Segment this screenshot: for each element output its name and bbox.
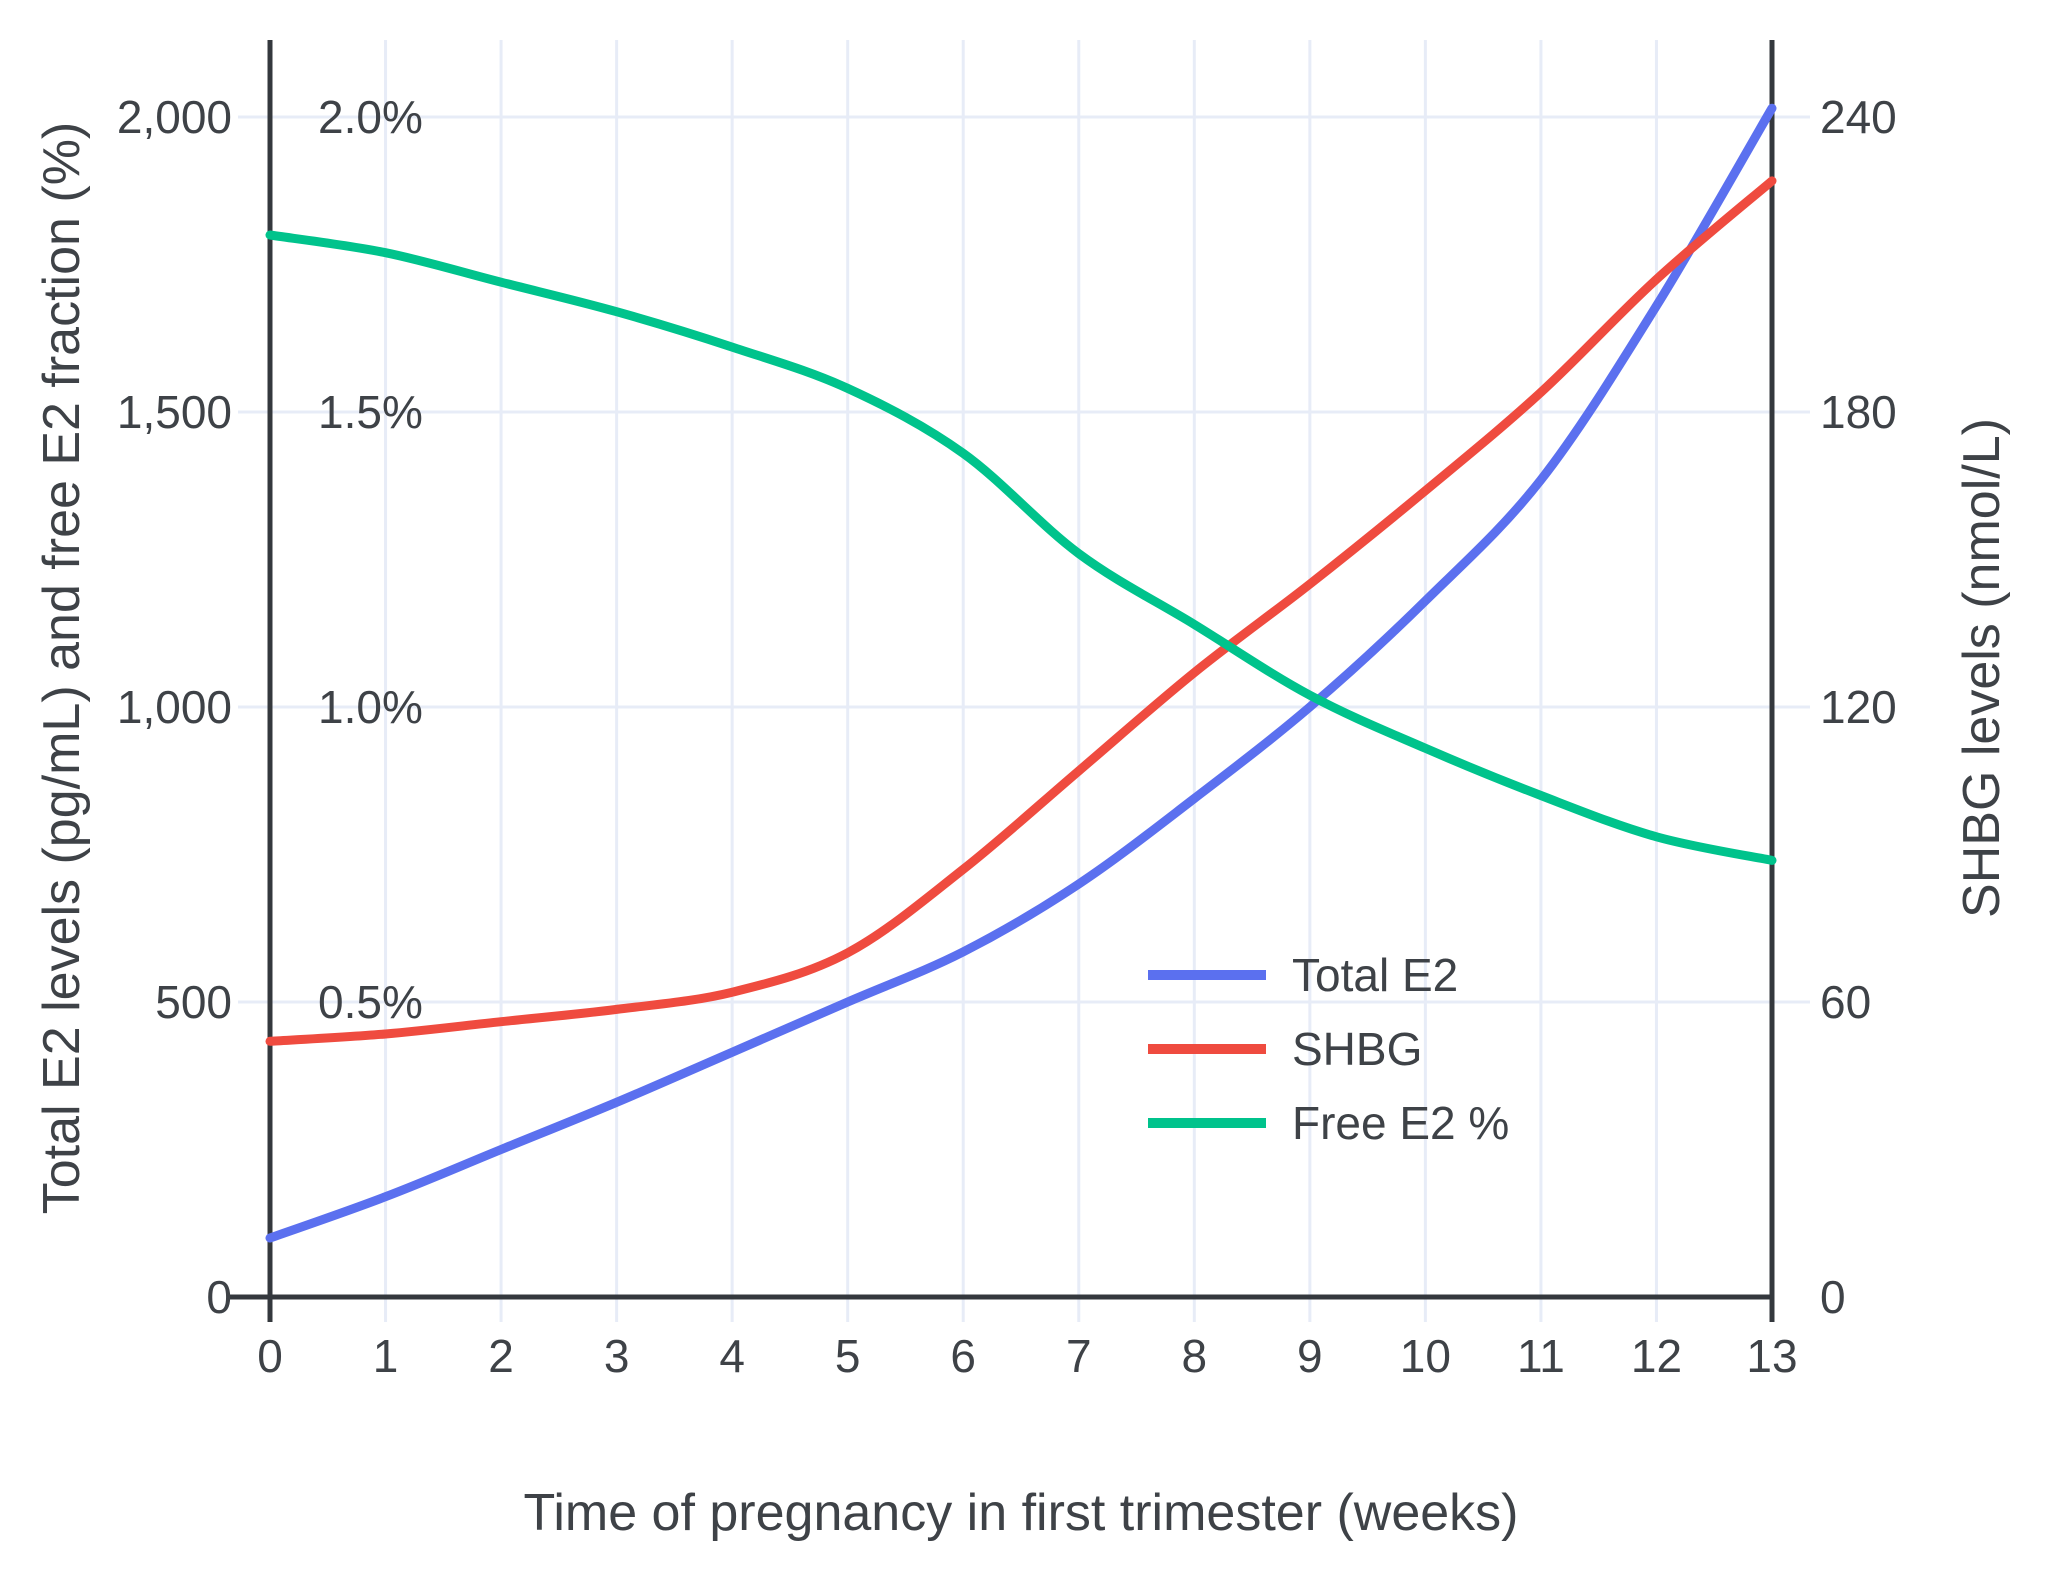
x-tick-label: 10 [1400, 1330, 1451, 1382]
free-e2-percent-tick-label: 1.5% [318, 386, 423, 438]
x-tick-label: 12 [1631, 1330, 1682, 1382]
axis-layer [230, 40, 1775, 1322]
free-e2-percent-tick-label: 2.0% [318, 91, 423, 143]
free-e2-percent-tick-label: 1.0% [318, 681, 423, 733]
x-tick-label: 6 [950, 1330, 976, 1382]
x-tick-label: 9 [1297, 1330, 1323, 1382]
x-axis-title: Time of pregnancy in first trimester (we… [523, 1484, 1518, 1542]
legend: Total E2 SHBG Free E2 % [1148, 949, 1509, 1149]
legend-label[interactable]: Total E2 [1292, 949, 1458, 1001]
curve-total-e2[interactable] [265, 103, 1777, 1243]
free-e2-percent-tick-label: 0.5% [318, 976, 423, 1028]
x-tick-label: 3 [604, 1330, 630, 1382]
legend-item[interactable]: Free E2 % [1148, 1097, 1509, 1149]
y-right-tick-label: 0 [1820, 1271, 1846, 1323]
x-tick-label: 7 [1066, 1330, 1092, 1382]
y-left-tick-label: 1,500 [117, 386, 232, 438]
x-tick-label: 5 [835, 1330, 861, 1382]
legend-label[interactable]: SHBG [1292, 1023, 1422, 1075]
x-tick-label: 1 [373, 1330, 399, 1382]
legend-item[interactable]: Total E2 [1148, 949, 1458, 1001]
y-left-axis-title: Total E2 levels (pg/mL) and free E2 frac… [33, 122, 91, 1214]
x-tick-label: 4 [719, 1330, 745, 1382]
grid-layer [238, 40, 1810, 1322]
y-right-tick-label: 60 [1820, 976, 1871, 1028]
tick-label-layer: 05001,0001,5002,0000.5%1.0%1.5%2.0%06012… [117, 91, 1897, 1382]
legend-item[interactable]: SHBG [1148, 1023, 1422, 1075]
x-tick-label: 0 [257, 1330, 283, 1382]
curve-layer [265, 103, 1777, 1243]
y-left-tick-label: 500 [155, 976, 232, 1028]
legend-label[interactable]: Free E2 % [1292, 1097, 1509, 1149]
curve-free-e2-[interactable] [265, 230, 1777, 865]
y-right-tick-label: 180 [1820, 386, 1897, 438]
x-tick-label: 2 [488, 1330, 514, 1382]
y-left-tick-label: 2,000 [117, 91, 232, 143]
x-tick-label: 8 [1182, 1330, 1208, 1382]
y-left-tick-label: 1,000 [117, 681, 232, 733]
curve-shbg[interactable] [265, 176, 1777, 1046]
y-right-tick-label: 120 [1820, 681, 1897, 733]
y-left-tick-label: 0 [206, 1271, 232, 1323]
y-right-tick-label: 240 [1820, 91, 1897, 143]
y-right-axis-title: SHBG levels (nmol/L) [1953, 418, 2011, 918]
x-tick-label: 11 [1517, 1330, 1565, 1382]
x-tick-label: 13 [1746, 1330, 1797, 1382]
